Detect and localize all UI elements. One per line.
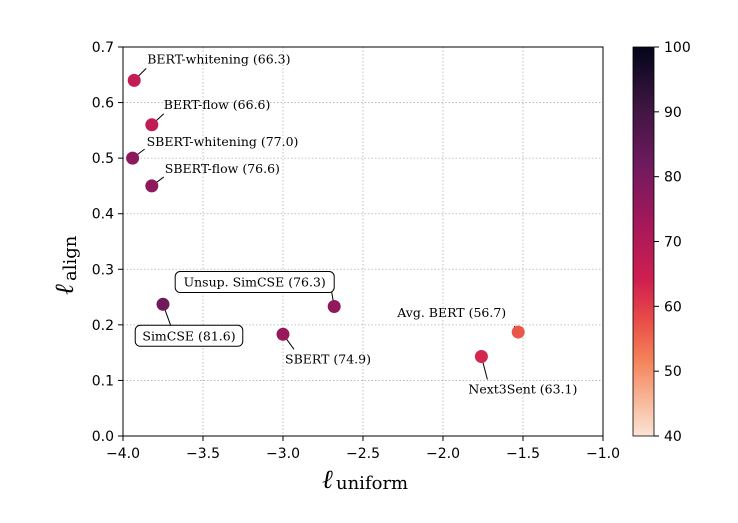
data-point [127,73,141,87]
colorbar-tick-label: 40 [664,429,682,445]
x-tick-label: −1.0 [586,446,620,462]
colorbar-tick-label: 100 [664,40,691,56]
annotation-label: Next3Sent (63.1) [468,382,577,397]
y-tick-label: 0.1 [92,373,114,389]
annotation-label: Avg. BERT (56.7) [396,305,506,320]
x-tick-label: −3.0 [266,446,300,462]
x-axis: −4.0 −3.5 −3.0 −2.5 −2.0 −1.5 −1.0 [106,436,620,462]
y-axis-label: ℓ align [50,235,81,295]
colorbar-tick-label: 80 [664,170,682,186]
y-tick-label: 0.0 [92,429,114,445]
data-point [145,179,159,193]
data-point [276,327,290,341]
y-axis-label-sub: align [60,235,81,281]
annotation-box [134,324,244,347]
x-tick-label: −2.5 [346,446,380,462]
data-point [327,300,341,314]
x-axis-label-sub: uniform [336,473,408,494]
colorbar-gradient [632,46,655,437]
data-point [126,151,140,165]
y-tick-label: 0.7 [92,40,114,56]
x-tick-label: −1.5 [506,446,540,462]
annotation-label: SBERT (74.9) [285,351,371,366]
colorbar-tick-label: 60 [664,299,682,315]
colorbar-tick-label: 50 [664,364,682,380]
x-tick-label: −3.5 [186,446,220,462]
colorbar-tick-label: 70 [664,235,682,251]
y-tick-label: 0.5 [92,151,114,167]
colorbar: 40 50 60 70 80 90 100 [632,40,691,445]
x-axis-label-main: ℓ [322,465,333,495]
colorbar-ticks: 40 50 60 70 80 90 100 [654,40,691,445]
x-tick-label: −2.0 [426,446,460,462]
annotation-label: SBERT-whitening (77.0) [147,134,299,149]
data-points [126,73,525,364]
data-point [474,350,488,364]
annotation-label: SimCSE (81.6) [142,328,235,343]
x-tick-label: −4.0 [106,446,140,462]
x-axis-label: ℓ uniform [322,465,408,495]
data-point [145,118,159,132]
data-point [511,325,525,339]
y-tick-label: 0.6 [92,96,114,112]
y-tick-label: 0.3 [92,262,114,278]
annotations: BERT-whitening (66.3) BERT-flow (66.6) SBE… [134,51,577,397]
annotation-label: Unsup. SimCSE (76.3) [184,275,326,290]
data-point [156,297,170,311]
y-tick-label: 0.2 [92,318,114,334]
colorbar-tick-label: 90 [664,105,682,121]
annotation-box [174,271,335,294]
y-tick-label: 0.4 [92,207,114,223]
y-axis: 0.0 0.1 0.2 0.3 0.4 0.5 0.6 0.7 [92,40,123,445]
y-axis-label-main: ℓ [50,284,80,295]
annotation-label: BERT-flow (66.6) [164,97,271,112]
annotation-label: SBERT-flow (76.6) [165,161,280,176]
annotation-label: BERT-whitening (66.3) [147,51,290,66]
